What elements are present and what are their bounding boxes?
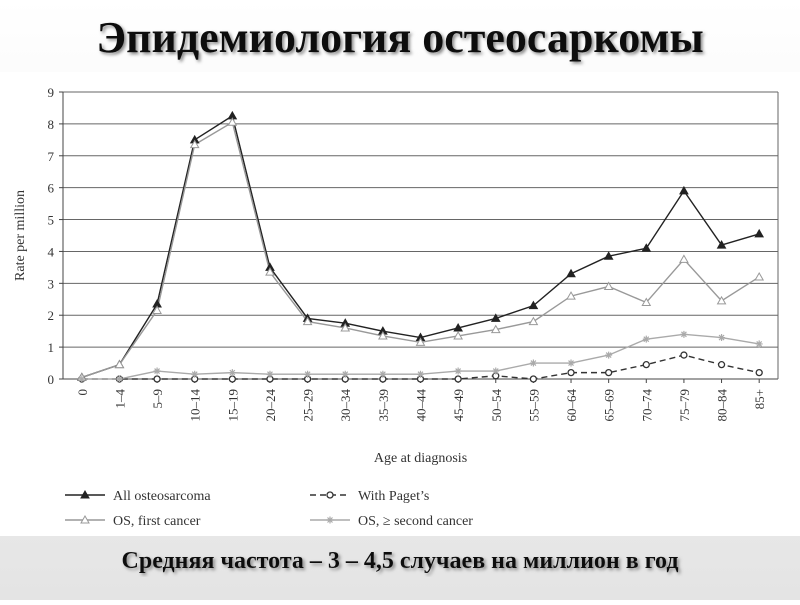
legend-label: All osteosarcoma	[113, 489, 211, 504]
data-point	[641, 243, 652, 252]
y-tick-label: 0	[48, 372, 55, 387]
data-point	[340, 322, 351, 332]
data-point	[417, 370, 424, 378]
data-point	[528, 300, 539, 310]
slide-title: Эпидемиология остеосаркомы	[96, 13, 703, 62]
y-tick-label: 6	[48, 181, 55, 196]
legend-label: OS, ≥ second cancer	[358, 514, 473, 529]
x-tick-label: 40–44	[414, 389, 429, 422]
data-point	[227, 117, 238, 126]
x-tick-label: 30–34	[338, 389, 353, 422]
data-point	[716, 240, 727, 249]
data-point	[717, 360, 726, 369]
data-point	[189, 139, 200, 149]
data-point	[679, 254, 689, 263]
legend-label: With Paget’s	[358, 489, 429, 504]
data-point	[642, 360, 650, 369]
data-point	[379, 370, 387, 378]
data-point	[490, 324, 501, 334]
data-point	[341, 370, 349, 378]
data-point	[454, 375, 462, 383]
data-point	[641, 297, 652, 306]
data-point	[605, 351, 613, 359]
y-tick-label: 2	[48, 308, 55, 323]
x-tick-label: 60–64	[564, 389, 579, 422]
data-point	[680, 351, 688, 359]
data-point	[191, 370, 199, 378]
x-tick-label: 65–69	[602, 389, 617, 422]
x-tick-label: 5–9	[150, 389, 165, 409]
legend-label: OS, first cancer	[113, 514, 201, 529]
data-point	[453, 330, 463, 340]
y-tick-label: 4	[48, 244, 55, 259]
data-point	[304, 370, 312, 378]
y-tick-label: 7	[48, 149, 55, 164]
data-point	[378, 330, 388, 340]
y-tick-label: 1	[48, 340, 55, 355]
data-point	[529, 375, 538, 383]
x-tick-label: 25–29	[301, 389, 316, 422]
chart-panel	[0, 72, 800, 536]
data-point	[115, 375, 123, 383]
data-point	[567, 368, 575, 377]
x-tick-label: 85+	[752, 389, 767, 409]
y-tick-label: 3	[48, 276, 55, 291]
x-tick-label: 55–59	[526, 389, 541, 422]
data-point	[679, 185, 689, 195]
data-point	[152, 305, 162, 314]
data-point	[529, 359, 537, 367]
legend-marker	[80, 514, 90, 524]
data-point	[603, 281, 614, 291]
data-point	[528, 316, 539, 326]
data-point	[680, 330, 688, 338]
data-point	[492, 367, 500, 375]
data-point	[754, 228, 765, 238]
x-tick-label: 0	[75, 389, 90, 396]
data-point	[415, 337, 426, 346]
x-axis-label: Age at diagnosis	[374, 451, 467, 466]
x-tick-label: 75–79	[677, 389, 692, 422]
data-point	[228, 369, 236, 377]
legend-marker	[326, 516, 334, 524]
data-point	[114, 359, 125, 369]
data-point	[78, 375, 86, 383]
data-point	[642, 335, 650, 343]
data-point	[718, 334, 726, 342]
data-point	[490, 313, 501, 322]
data-point	[716, 295, 727, 305]
data-point	[603, 251, 614, 260]
legend-marker	[326, 491, 334, 499]
x-tick-label: 15–19	[225, 389, 240, 422]
x-tick-label: 80–84	[715, 389, 730, 422]
data-point	[266, 370, 274, 378]
data-point	[454, 367, 462, 375]
data-point	[567, 359, 575, 367]
data-point	[265, 267, 275, 276]
y-axis-label: Rate per million	[13, 190, 28, 281]
x-tick-label: 1–4	[112, 389, 127, 409]
data-point	[566, 291, 576, 300]
slide-caption: Средняя частота – 3 – 4,5 случаев на мил…	[122, 548, 679, 574]
y-tick-label: 8	[48, 117, 55, 132]
data-point	[566, 268, 576, 278]
data-point	[302, 316, 313, 326]
data-point	[605, 368, 613, 377]
x-tick-label: 70–74	[639, 389, 654, 422]
data-point	[153, 367, 161, 375]
x-tick-label: 10–14	[188, 389, 203, 422]
data-point	[228, 375, 236, 383]
x-tick-label: 35–39	[376, 389, 391, 422]
data-point	[755, 368, 763, 377]
legend-marker	[80, 489, 90, 499]
x-tick-label: 50–54	[489, 389, 504, 422]
y-tick-label: 9	[48, 85, 55, 100]
data-point	[755, 340, 763, 348]
y-tick-label: 5	[48, 213, 55, 228]
data-point	[153, 375, 161, 383]
data-point	[754, 271, 765, 281]
x-tick-label: 20–24	[263, 389, 278, 422]
x-tick-label: 45–49	[451, 389, 466, 422]
